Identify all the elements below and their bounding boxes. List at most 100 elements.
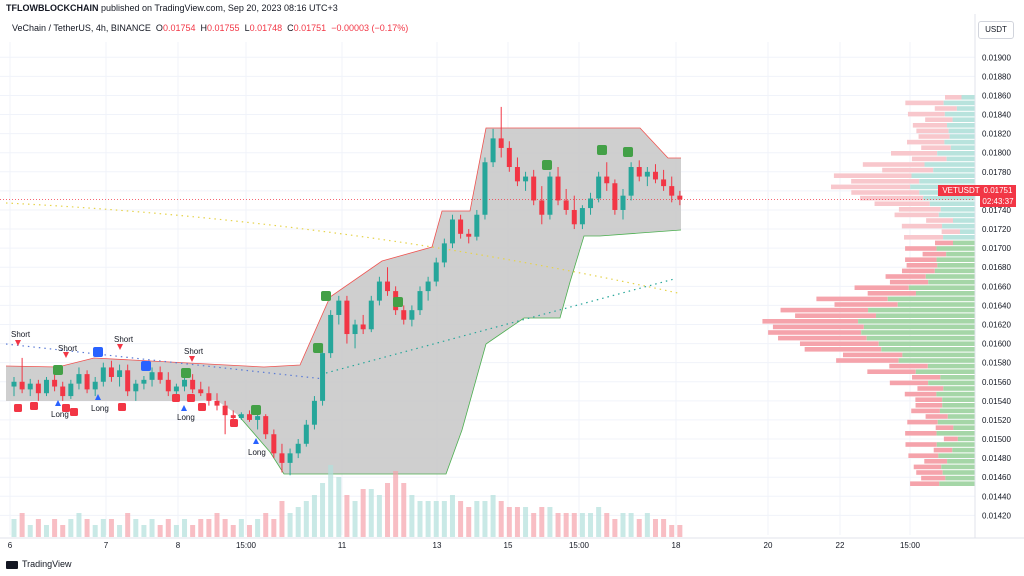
candle-body[interactable]	[498, 138, 504, 148]
volume-profile-bar	[947, 459, 975, 464]
volume-bar	[636, 519, 642, 537]
candle-body[interactable]	[230, 415, 236, 419]
candle-body[interactable]	[360, 324, 366, 330]
candle-body[interactable]	[458, 219, 464, 234]
candle-body[interactable]	[206, 393, 212, 401]
candle-body[interactable]	[173, 386, 179, 392]
candle-body[interactable]	[523, 176, 529, 182]
candle-body[interactable]	[531, 176, 537, 201]
candle-body[interactable]	[506, 147, 512, 168]
candle-body[interactable]	[149, 372, 155, 380]
candle-body[interactable]	[628, 167, 634, 196]
candle-body[interactable]	[661, 179, 667, 187]
candle-body[interactable]	[133, 383, 139, 392]
candle-body[interactable]	[466, 233, 472, 237]
candle-body[interactable]	[182, 379, 188, 387]
time-tick-label: 11	[338, 541, 347, 550]
candle-body[interactable]	[677, 195, 683, 200]
candle-body[interactable]	[547, 176, 553, 215]
candle-body[interactable]	[117, 370, 123, 377]
candle-body[interactable]	[490, 138, 496, 163]
candle-body[interactable]	[620, 195, 626, 210]
candle-body[interactable]	[336, 300, 342, 315]
candle-body[interactable]	[563, 200, 569, 210]
candle-body[interactable]	[92, 381, 98, 390]
short-arrow-icon	[15, 340, 21, 346]
candle-body[interactable]	[279, 453, 285, 463]
candle-body[interactable]	[474, 214, 480, 237]
candle-body[interactable]	[320, 353, 326, 401]
candle-body[interactable]	[271, 434, 277, 454]
author-name[interactable]: TFLOWBLOCKCHAIN	[6, 3, 99, 13]
candle-body[interactable]	[100, 367, 106, 382]
candle-body[interactable]	[441, 243, 447, 263]
candle-body[interactable]	[108, 367, 114, 377]
candle-body[interactable]	[295, 443, 301, 454]
ma-blue-line	[5, 343, 329, 381]
candle-body[interactable]	[222, 405, 228, 416]
volume-bar	[588, 513, 594, 537]
candle-body[interactable]	[238, 414, 244, 419]
candle-body[interactable]	[425, 281, 431, 292]
candle-body[interactable]	[514, 167, 520, 182]
candle-body[interactable]	[11, 381, 17, 387]
candle-body[interactable]	[636, 167, 642, 177]
candle-body[interactable]	[246, 414, 252, 420]
candle-body[interactable]	[125, 370, 131, 392]
time-axis[interactable]: 6 7 8 15:00 11 13 15 15:00 18 20 22 15:00	[0, 14, 1024, 550]
tradingview-brand[interactable]: TradingView	[6, 559, 72, 569]
candle-body[interactable]	[311, 400, 317, 425]
candle-body[interactable]	[263, 416, 269, 435]
candle-body[interactable]	[19, 381, 25, 390]
candle-body[interactable]	[539, 200, 545, 215]
candle-body[interactable]	[76, 374, 82, 384]
candle-body[interactable]	[352, 324, 358, 335]
candle-body[interactable]	[588, 198, 594, 209]
candle-body[interactable]	[165, 379, 171, 392]
symbol-title[interactable]: VeChain / TetherUS, 4h, BINANCE	[12, 23, 151, 33]
candle-body[interactable]	[214, 400, 220, 406]
candle-body[interactable]	[27, 383, 33, 390]
volume-bar	[466, 507, 472, 537]
candle-body[interactable]	[652, 171, 658, 180]
candle-body[interactable]	[287, 453, 293, 463]
candlesticks[interactable]	[11, 106, 683, 476]
candle-body[interactable]	[433, 262, 439, 282]
candle-body[interactable]	[368, 300, 374, 330]
candle-body[interactable]	[571, 209, 577, 225]
candle-body[interactable]	[52, 379, 58, 387]
candle-body[interactable]	[385, 281, 391, 292]
candle-body[interactable]	[644, 171, 650, 177]
candle-body[interactable]	[482, 162, 488, 215]
candle-body[interactable]	[60, 386, 66, 397]
candle-body[interactable]	[612, 183, 618, 210]
candle-body[interactable]	[328, 314, 334, 354]
candle-body[interactable]	[409, 310, 415, 320]
price-axis[interactable]: 0.01900 0.01880 0.01860 0.01840 0.01820 0.018…	[982, 53, 1011, 520]
candle-body[interactable]	[141, 379, 147, 384]
candle-body[interactable]	[579, 208, 585, 225]
candle-body[interactable]	[190, 379, 196, 390]
volume-profile-bar	[942, 403, 975, 408]
candle-body[interactable]	[449, 219, 455, 244]
candle-body[interactable]	[376, 281, 382, 301]
volume-profile-bar	[780, 307, 869, 313]
candle-body[interactable]	[157, 372, 163, 380]
currency-button[interactable]: USDT	[978, 21, 1014, 39]
candle-body[interactable]	[68, 383, 74, 397]
candle-body[interactable]	[198, 389, 204, 394]
candle-body[interactable]	[35, 383, 41, 394]
candle-body[interactable]	[401, 310, 407, 320]
candle-body[interactable]	[555, 176, 561, 201]
candle-body[interactable]	[604, 176, 610, 184]
volume-bar	[287, 513, 293, 537]
candle-body[interactable]	[417, 291, 423, 311]
candle-body[interactable]	[43, 379, 49, 394]
candle-body[interactable]	[669, 186, 675, 196]
candle-body[interactable]	[344, 300, 350, 335]
candle-body[interactable]	[255, 416, 261, 420]
candle-body[interactable]	[303, 424, 309, 444]
candle-body[interactable]	[596, 176, 602, 199]
candle-body[interactable]	[84, 374, 90, 390]
